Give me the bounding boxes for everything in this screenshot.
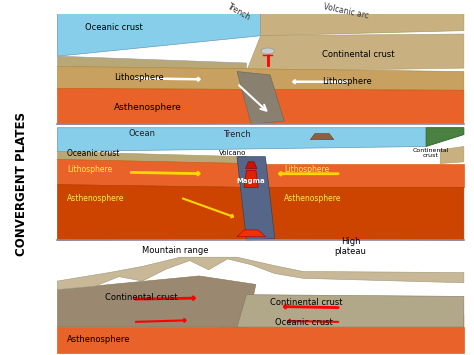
Polygon shape (244, 170, 258, 187)
Text: CONVERGENT PLATES: CONVERGENT PLATES (16, 112, 28, 256)
Text: Asthenosphere: Asthenosphere (67, 335, 130, 344)
Text: Ocean: Ocean (129, 129, 156, 138)
Text: Lithosphere: Lithosphere (114, 73, 164, 82)
Polygon shape (57, 152, 246, 164)
Text: Lithosphere: Lithosphere (322, 77, 372, 86)
Text: Continental
crust: Continental crust (412, 148, 449, 158)
Polygon shape (57, 13, 261, 56)
Text: Mountain range: Mountain range (142, 246, 209, 256)
Polygon shape (246, 34, 464, 71)
Text: Lithosphere: Lithosphere (284, 165, 329, 174)
Text: Volcanic arc: Volcanic arc (322, 2, 369, 21)
Polygon shape (57, 88, 464, 124)
Polygon shape (57, 276, 256, 327)
Polygon shape (237, 71, 284, 124)
Text: Oceanic crust: Oceanic crust (85, 23, 143, 32)
Polygon shape (57, 56, 246, 71)
Polygon shape (57, 185, 256, 240)
Text: Oceanic crust: Oceanic crust (275, 318, 333, 327)
Polygon shape (218, 313, 464, 327)
Text: Lithosphere: Lithosphere (67, 165, 112, 174)
Text: High
plateau: High plateau (335, 237, 366, 256)
Text: Asthenosphere: Asthenosphere (114, 103, 182, 112)
Polygon shape (237, 230, 265, 237)
Text: Magma: Magma (237, 178, 265, 184)
Polygon shape (57, 327, 464, 353)
Polygon shape (57, 257, 464, 290)
Text: Trench: Trench (226, 2, 253, 22)
Text: Continental crust: Continental crust (322, 50, 394, 59)
Polygon shape (237, 295, 464, 327)
Text: Continental crust: Continental crust (105, 293, 177, 302)
Polygon shape (246, 164, 464, 187)
Text: Continental crust: Continental crust (270, 298, 343, 307)
Polygon shape (57, 66, 464, 90)
Polygon shape (237, 157, 275, 240)
Polygon shape (57, 128, 464, 152)
Text: Trench: Trench (223, 130, 251, 139)
Polygon shape (426, 128, 464, 147)
Polygon shape (440, 147, 464, 164)
Polygon shape (246, 162, 257, 169)
Ellipse shape (261, 48, 274, 54)
Polygon shape (310, 133, 334, 140)
Text: Asthenosphere: Asthenosphere (67, 194, 124, 203)
Polygon shape (246, 187, 464, 240)
Text: Asthenosphere: Asthenosphere (284, 194, 342, 203)
Text: Oceanic crust: Oceanic crust (67, 149, 119, 158)
Text: Volcano: Volcano (219, 150, 246, 156)
Polygon shape (57, 159, 246, 187)
Polygon shape (261, 13, 464, 36)
